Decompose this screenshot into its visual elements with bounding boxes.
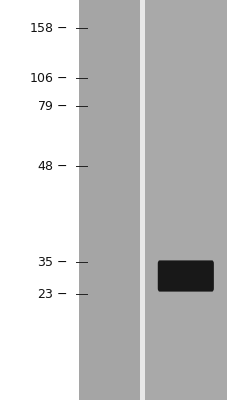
Text: 35 $-$: 35 $-$: [37, 256, 68, 268]
FancyBboxPatch shape: [157, 260, 213, 292]
Text: 23 $-$: 23 $-$: [37, 288, 68, 300]
Bar: [140, 0, 145, 400]
Bar: [145, 0, 227, 400]
Text: 158 $-$: 158 $-$: [29, 22, 68, 34]
Text: 79 $-$: 79 $-$: [37, 100, 68, 112]
Text: 106 $-$: 106 $-$: [29, 72, 68, 84]
Text: 48 $-$: 48 $-$: [37, 160, 68, 172]
Bar: [78, 0, 140, 400]
